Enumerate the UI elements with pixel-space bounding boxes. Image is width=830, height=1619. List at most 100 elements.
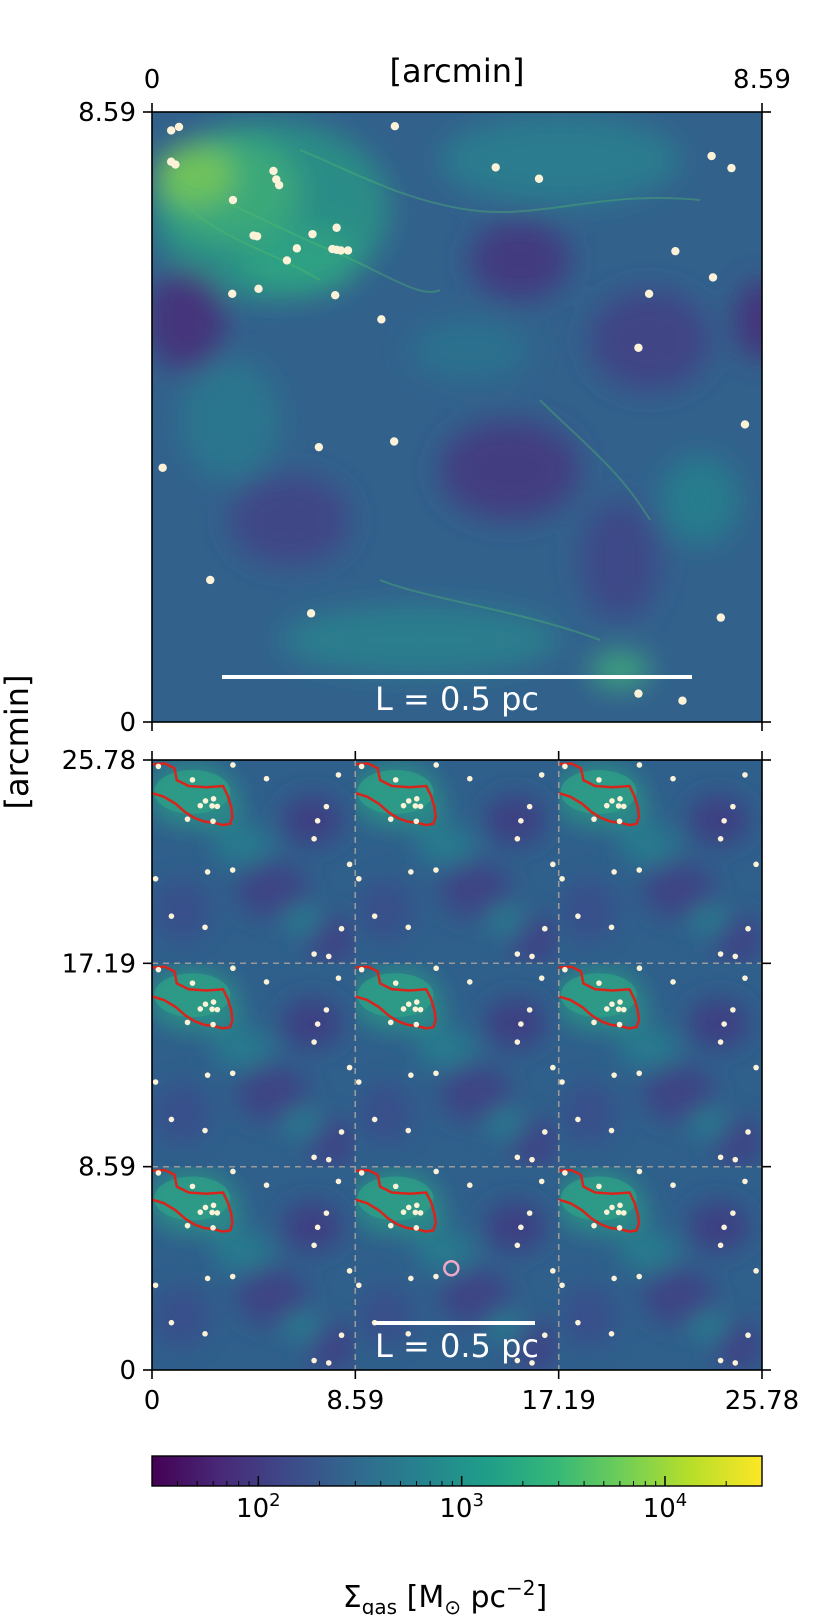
star-point (155, 763, 162, 770)
star-point (214, 1210, 221, 1216)
star-point (562, 763, 568, 770)
star-point (229, 867, 236, 873)
x-tick-label: 17.19 (521, 1386, 595, 1416)
marker-circle (443, 1260, 460, 1277)
star-point (197, 1006, 204, 1012)
star-point (611, 1072, 617, 1078)
star-point (377, 315, 386, 324)
star-point (615, 1209, 622, 1216)
star-point (433, 965, 439, 972)
star-point (152, 1079, 159, 1085)
star-point (413, 1224, 420, 1231)
star-point (617, 796, 623, 802)
star-point (670, 979, 676, 985)
colorbar-label: Σgas [M⊙ pc−2] (343, 1576, 548, 1615)
star-point (753, 1268, 759, 1274)
star-point (346, 1064, 353, 1071)
star-point (616, 818, 623, 825)
star-point (229, 1273, 236, 1280)
star-point (745, 925, 751, 932)
star-point (591, 1222, 597, 1229)
star-point (408, 1072, 414, 1078)
star-point (405, 1330, 412, 1337)
star-point (529, 1156, 535, 1163)
star-point (732, 1360, 739, 1366)
star-point (717, 1154, 724, 1161)
star-point (390, 122, 400, 131)
y-tick-label: 8.59 (78, 1153, 136, 1183)
star-point (209, 1006, 215, 1012)
star-point (596, 1183, 602, 1190)
star-point (311, 835, 317, 842)
density-contour (558, 965, 641, 1030)
star-point (358, 763, 365, 770)
star-point (308, 229, 317, 239)
density-contour (558, 1168, 641, 1233)
star-point (541, 1129, 548, 1135)
star-point (356, 1079, 362, 1085)
star-point (325, 1360, 332, 1366)
star-point (670, 775, 676, 782)
star-point (433, 1168, 439, 1175)
star-point (314, 1021, 321, 1027)
star-point (575, 913, 581, 919)
density-contour (152, 965, 234, 1030)
star-point (408, 1275, 414, 1282)
density-contour (152, 762, 234, 827)
star-point (433, 867, 439, 873)
star-point (611, 1275, 617, 1282)
star-point (210, 1224, 216, 1231)
star-point (740, 420, 750, 429)
star-point (166, 126, 176, 135)
star-point (389, 437, 399, 446)
star-point (197, 1209, 204, 1215)
star-point (721, 1224, 727, 1231)
star-point (611, 869, 617, 875)
star-point (338, 1129, 345, 1135)
star-point (529, 1360, 535, 1366)
star-point (541, 1332, 548, 1339)
star-point (171, 160, 180, 169)
dense-region (764, 1176, 830, 1220)
star-point (730, 1210, 736, 1216)
star-point (335, 1178, 342, 1185)
star-point (466, 979, 473, 985)
star-point (518, 1224, 524, 1231)
top-panel-image (152, 112, 762, 722)
star-point (323, 1007, 330, 1013)
bottom-panel-image (152, 760, 762, 1370)
star-point (228, 289, 237, 298)
star-point (408, 869, 414, 875)
density-contour (354, 1168, 437, 1233)
star-point (400, 1209, 407, 1215)
star-point (596, 980, 602, 986)
star-point (228, 195, 238, 205)
star-point (417, 1210, 424, 1216)
scalebar-label: L = 0.5 pc (375, 1327, 539, 1365)
star-point (678, 696, 687, 705)
star-point (400, 802, 407, 809)
star-point (197, 802, 204, 809)
star-point (311, 1357, 317, 1364)
star-point (204, 1072, 211, 1078)
star-point (707, 151, 716, 161)
star-point (575, 1116, 581, 1123)
star-point (392, 777, 399, 783)
star-point (717, 835, 724, 842)
y-axis-label: [arcmin] (0, 675, 36, 810)
star-point (412, 1209, 419, 1216)
star-point (204, 1275, 211, 1282)
star-point (621, 1006, 627, 1013)
star-point (742, 1178, 748, 1185)
bottom-panel-overlay (152, 762, 830, 1366)
density-contour (354, 965, 437, 1030)
star-point (514, 1154, 521, 1161)
star-point (433, 1273, 439, 1280)
star-point (210, 796, 217, 802)
colorbar-tick-label: 102 (236, 1490, 281, 1524)
star-point (608, 924, 615, 931)
star-point (727, 163, 736, 173)
star-point (671, 246, 680, 256)
star-point (311, 1154, 317, 1161)
